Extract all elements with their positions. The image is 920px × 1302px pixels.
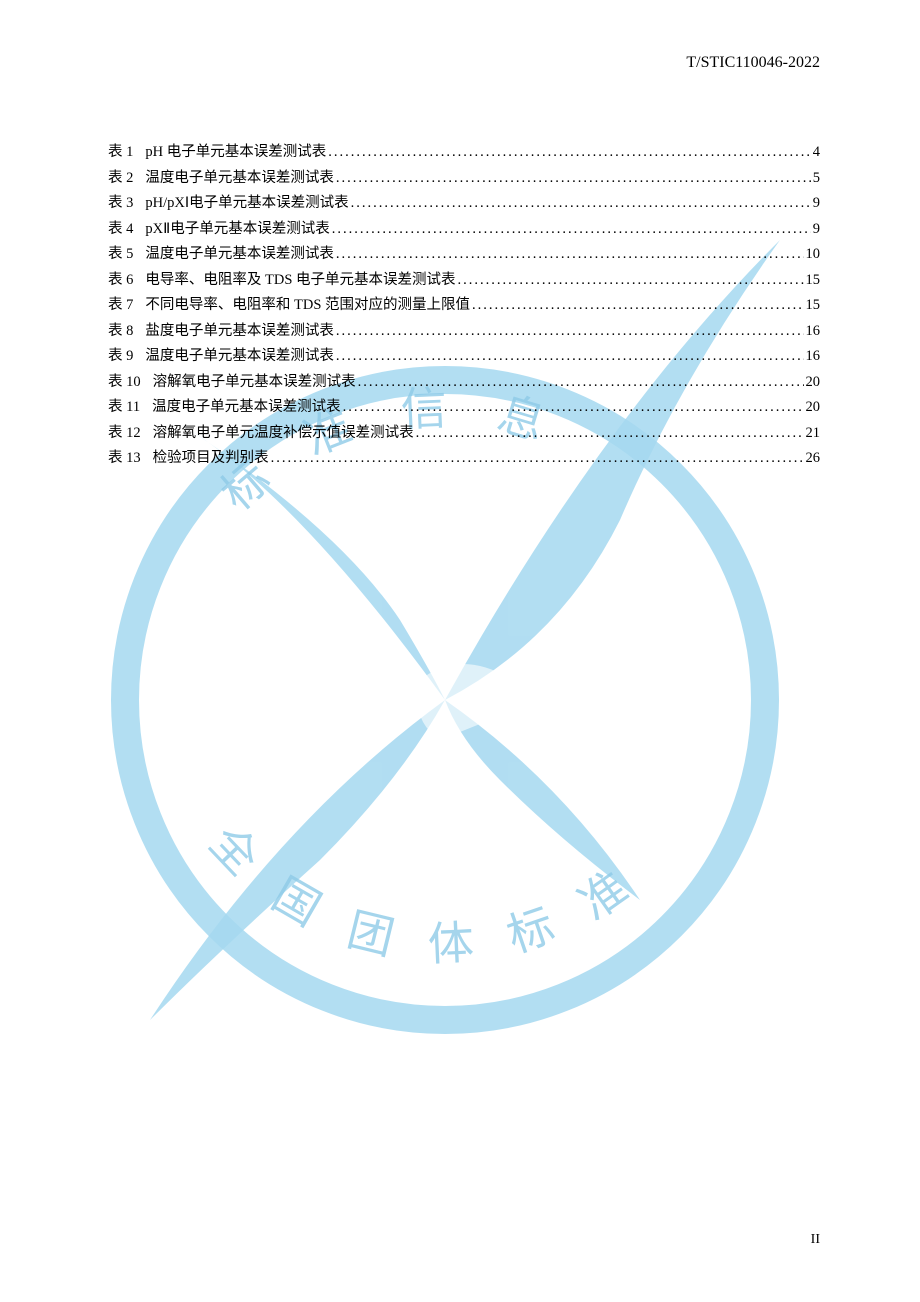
toc-entry: 表 9 温度电子单元基本误差测试表........................…	[108, 344, 820, 370]
toc-entry-title: 电导率、电阻率及 TDS 电子单元基本误差测试表	[145, 268, 455, 289]
toc-entry-title: 不同电导率、电阻率和 TDS 范围对应的测量上限值	[145, 293, 470, 314]
doc-id-header: T/STIC110046-2022	[686, 54, 820, 72]
toc-leader-dots: ........................................…	[458, 272, 804, 289]
toc-leader-dots: ........................................…	[358, 374, 804, 391]
toc-entry-title: 温度电子单元基本误差测试表	[145, 166, 334, 187]
toc-leader-dots: ........................................…	[336, 170, 811, 187]
toc-entry: 表 1 pH 电子单元基本误差测试表.......................…	[108, 140, 820, 166]
toc-entry-page: 4	[813, 144, 820, 161]
toc-entry-label: 表 11	[108, 395, 140, 416]
toc-leader-dots: ........................................…	[343, 399, 804, 416]
toc-entry: 表 8 盐度电子单元基本误差测试表........................…	[108, 319, 820, 345]
toc-entry-page: 16	[806, 323, 821, 340]
toc-entry: 表 3 pH/pXⅠ电子单元基本误差测试表....................…	[108, 191, 820, 217]
toc-leader-dots: ........................................…	[271, 450, 804, 467]
toc-entry: 表 7 不同电导率、电阻率和 TDS 范围对应的测量上限值............…	[108, 293, 820, 319]
toc-leader-dots: ........................................…	[336, 348, 804, 365]
toc-leader-dots: ........................................…	[328, 144, 811, 161]
toc-entry-label: 表 5	[108, 242, 133, 263]
toc-entry-title: 温度电子单元基本误差测试表	[145, 344, 334, 365]
toc-entry-title: 温度电子单元基本误差测试表	[152, 395, 341, 416]
toc-leader-dots: ........................................…	[472, 297, 803, 314]
toc-entry-page: 20	[806, 399, 821, 416]
toc-entry-label: 表 10	[108, 370, 141, 391]
toc-entry-page: 21	[806, 425, 821, 442]
toc-entry-title: pH 电子单元基本误差测试表	[145, 140, 326, 161]
toc-entry-page: 20	[806, 374, 821, 391]
toc-entry-label: 表 8	[108, 319, 133, 340]
table-of-contents: 表 1 pH 电子单元基本误差测试表.......................…	[108, 140, 820, 472]
toc-entry-label: 表 7	[108, 293, 133, 314]
toc-entry-label: 表 12	[108, 421, 141, 442]
toc-entry-label: 表 4	[108, 217, 133, 238]
toc-entry: 表 10 溶解氧电子单元基本误差测试表......................…	[108, 370, 820, 396]
toc-entry-page: 9	[813, 221, 820, 238]
toc-entry-title: pH/pXⅠ电子单元基本误差测试表	[145, 191, 348, 212]
toc-entry-title: pXⅡ电子单元基本误差测试表	[145, 217, 329, 238]
toc-entry: 表 5 温度电子单元基本误差测试表........................…	[108, 242, 820, 268]
toc-leader-dots: ........................................…	[351, 195, 811, 212]
toc-entry-page: 9	[813, 195, 820, 212]
page-number: II	[811, 1232, 820, 1248]
toc-entry-page: 26	[806, 450, 821, 467]
toc-entry-page: 16	[806, 348, 821, 365]
toc-leader-dots: ........................................…	[332, 221, 811, 238]
toc-leader-dots: ........................................…	[336, 323, 804, 340]
toc-entry-title: 溶解氧电子单元温度补偿示值误差测试表	[153, 421, 414, 442]
toc-entry: 表 4 pXⅡ电子单元基本误差测试表.......................…	[108, 217, 820, 243]
toc-entry-label: 表 9	[108, 344, 133, 365]
svg-text:全 国 团 体 标 准: 全 国 团 体 标 准	[200, 816, 649, 970]
toc-entry-label: 表 13	[108, 446, 141, 467]
toc-entry-page: 10	[806, 246, 821, 263]
toc-entry-page: 15	[806, 272, 821, 289]
toc-entry: 表 11 温度电子单元基本误差测试表.......................…	[108, 395, 820, 421]
toc-entry: 表 2 温度电子单元基本误差测试表........................…	[108, 166, 820, 192]
toc-entry-page: 5	[813, 170, 820, 187]
toc-leader-dots: ........................................…	[416, 425, 804, 442]
toc-leader-dots: ........................................…	[336, 246, 804, 263]
toc-entry: 表 6 电导率、电阻率及 TDS 电子单元基本误差测试表.............…	[108, 268, 820, 294]
toc-entry-page: 15	[806, 297, 821, 314]
toc-entry-title: 检验项目及判别表	[153, 446, 269, 467]
toc-entry-title: 溶解氧电子单元基本误差测试表	[153, 370, 356, 391]
toc-entry: 表 12 溶解氧电子单元温度补偿示值误差测试表..................…	[108, 421, 820, 447]
toc-entry-label: 表 2	[108, 166, 133, 187]
toc-entry-title: 盐度电子单元基本误差测试表	[145, 319, 334, 340]
toc-entry-label: 表 3	[108, 191, 133, 212]
toc-entry-title: 温度电子单元基本误差测试表	[145, 242, 334, 263]
toc-entry-label: 表 1	[108, 140, 133, 161]
toc-entry: 表 13 检验项目及判别表............................…	[108, 446, 820, 472]
toc-entry-label: 表 6	[108, 268, 133, 289]
